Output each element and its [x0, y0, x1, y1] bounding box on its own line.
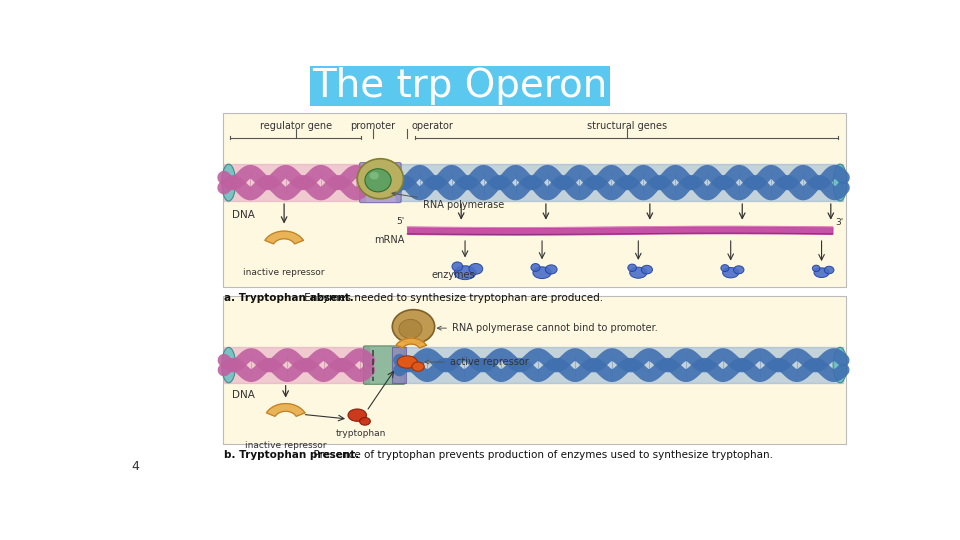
- FancyBboxPatch shape: [223, 113, 846, 287]
- Ellipse shape: [357, 159, 403, 199]
- Ellipse shape: [723, 267, 739, 278]
- Ellipse shape: [468, 264, 483, 274]
- Ellipse shape: [825, 266, 834, 274]
- FancyBboxPatch shape: [364, 346, 405, 384]
- Text: structural genes: structural genes: [587, 120, 667, 131]
- Ellipse shape: [360, 417, 371, 425]
- Text: RNA polymerase cannot bind to promoter.: RNA polymerase cannot bind to promoter.: [438, 323, 658, 333]
- Text: RNA polymerase: RNA polymerase: [392, 192, 504, 210]
- Text: 3': 3': [835, 218, 844, 227]
- Text: operator: operator: [411, 120, 453, 131]
- Ellipse shape: [454, 266, 476, 280]
- Text: b. Tryptophan present.: b. Tryptophan present.: [224, 450, 359, 460]
- Ellipse shape: [641, 265, 653, 274]
- FancyBboxPatch shape: [223, 296, 846, 444]
- FancyBboxPatch shape: [360, 163, 401, 202]
- Ellipse shape: [348, 409, 367, 421]
- Text: Presence of tryptophan prevents production of enzymes used to synthesize tryptop: Presence of tryptophan prevents producti…: [307, 450, 773, 460]
- Ellipse shape: [531, 264, 540, 272]
- Ellipse shape: [412, 362, 424, 372]
- Text: 5': 5': [396, 217, 404, 226]
- Ellipse shape: [733, 266, 744, 274]
- Ellipse shape: [365, 168, 391, 192]
- Text: DNA: DNA: [231, 390, 254, 400]
- Ellipse shape: [812, 265, 820, 272]
- Ellipse shape: [222, 164, 235, 201]
- Polygon shape: [396, 338, 426, 348]
- Ellipse shape: [630, 267, 647, 278]
- Text: The trp Operon: The trp Operon: [312, 66, 608, 105]
- FancyBboxPatch shape: [392, 347, 406, 383]
- Text: mRNA: mRNA: [373, 234, 404, 245]
- Polygon shape: [265, 231, 303, 244]
- FancyBboxPatch shape: [309, 65, 610, 106]
- Ellipse shape: [397, 356, 418, 368]
- Ellipse shape: [398, 319, 422, 339]
- Ellipse shape: [545, 265, 557, 274]
- Text: regulator gene: regulator gene: [259, 120, 332, 131]
- Ellipse shape: [814, 268, 829, 278]
- Text: active repressor: active repressor: [425, 357, 528, 367]
- Text: Enzymes needed to synthesize tryptophan are produced.: Enzymes needed to synthesize tryptophan …: [301, 293, 603, 303]
- Ellipse shape: [222, 347, 235, 383]
- Text: enzymes: enzymes: [432, 270, 475, 280]
- Ellipse shape: [452, 262, 463, 271]
- Text: DNA: DNA: [231, 210, 254, 220]
- Ellipse shape: [393, 309, 435, 343]
- Ellipse shape: [833, 164, 847, 201]
- Ellipse shape: [833, 347, 847, 383]
- Text: inactive repressor: inactive repressor: [243, 268, 324, 277]
- Text: promoter: promoter: [350, 120, 396, 131]
- Polygon shape: [267, 403, 305, 416]
- Ellipse shape: [533, 267, 551, 279]
- Text: a. Tryptophan absent.: a. Tryptophan absent.: [224, 293, 354, 303]
- Text: inactive repressor: inactive repressor: [245, 441, 326, 450]
- Text: tryptophan: tryptophan: [336, 429, 386, 438]
- Ellipse shape: [370, 172, 379, 179]
- Ellipse shape: [628, 264, 636, 272]
- Ellipse shape: [721, 265, 729, 272]
- Text: 4: 4: [132, 460, 139, 473]
